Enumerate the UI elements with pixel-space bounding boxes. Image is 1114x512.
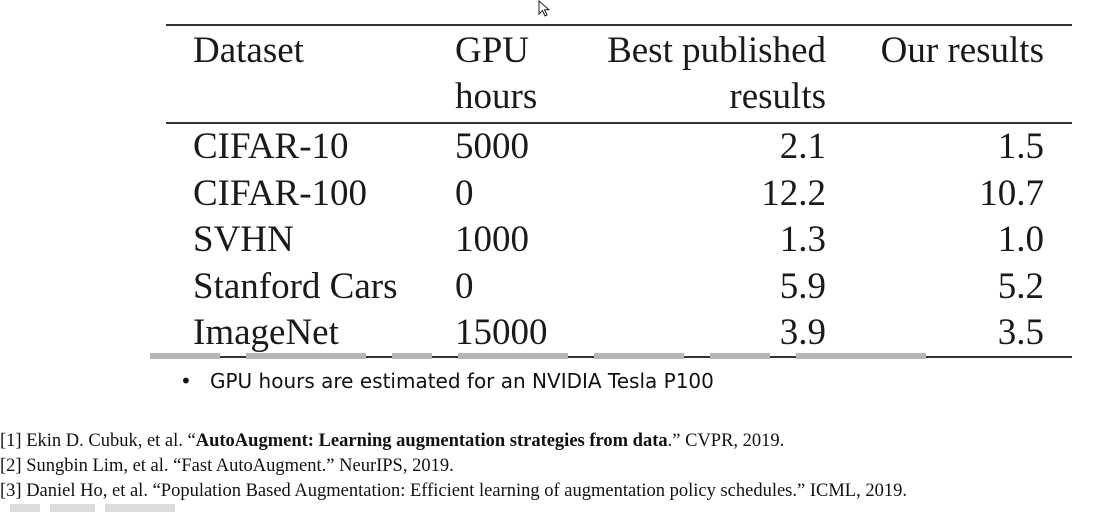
mouse-pointer-icon: [538, 0, 551, 17]
table-row: CIFAR-10 5000 2.1 1.5: [166, 124, 1072, 171]
cell-our-results: 10.7: [979, 172, 1044, 214]
footnote-note: • GPU hours are estimated for an NVIDIA T…: [180, 369, 714, 393]
cell-best-published: 5.9: [779, 265, 826, 307]
table-row: CIFAR-100 0 12.2 10.7: [166, 171, 1072, 218]
reference-item: [3] Daniel Ho, et al. “Population Based …: [0, 481, 907, 501]
header-best-line1: Best published: [607, 30, 826, 71]
cell-gpu-hours: 0: [455, 265, 474, 307]
hidden-text-fragment: [10, 500, 200, 512]
cell-our-results: 1.0: [997, 219, 1044, 260]
results-table: Dataset GPU hours Best published results…: [166, 24, 1072, 358]
cell-dataset: CIFAR-10: [193, 126, 349, 167]
note-text: GPU hours are estimated for an NVIDIA Te…: [210, 369, 714, 393]
reference-item: [2] Sungbin Lim, et al. “Fast AutoAugmen…: [0, 456, 454, 476]
references-list: [1] Ekin D. Cubuk, et al. “AutoAugment: …: [0, 429, 907, 504]
cell-dataset: CIFAR-100: [193, 172, 368, 214]
cell-dataset: SVHN: [193, 219, 294, 260]
cell-gpu-hours: 0: [455, 172, 474, 214]
cell-our-results: 3.5: [997, 312, 1044, 353]
header-best-line2: results: [729, 76, 826, 117]
cell-best-published: 12.2: [761, 172, 826, 214]
table-row: SVHN 1000 1.3 1.0: [166, 217, 1072, 264]
header-gpu-line2: hours: [455, 76, 538, 117]
cell-our-results: 5.2: [997, 265, 1044, 307]
header-ours: Our results: [880, 30, 1044, 71]
cell-our-results: 1.5: [997, 126, 1044, 167]
cell-dataset: ImageNet: [193, 312, 339, 353]
table-header: Dataset GPU hours Best published results…: [166, 26, 1072, 124]
header-gpu-line1: GPU: [455, 30, 530, 71]
cell-dataset: Stanford Cars: [193, 265, 398, 307]
cell-gpu-hours: 5000: [455, 126, 529, 167]
cell-gpu-hours: 15000: [455, 312, 548, 353]
hidden-text-fragment: [150, 353, 1050, 359]
bullet-icon: •: [180, 369, 192, 393]
cell-best-published: 3.9: [779, 312, 826, 353]
table-body: CIFAR-10 5000 2.1 1.5 CIFAR-100 0 12.2 1…: [166, 124, 1072, 356]
cell-best-published: 2.1: [779, 126, 826, 167]
table-row: Stanford Cars 0 5.9 5.2: [166, 264, 1072, 311]
reference-item: [1] Ekin D. Cubuk, et al. “AutoAugment: …: [0, 431, 785, 451]
cell-gpu-hours: 1000: [455, 219, 529, 260]
table-row: ImageNet 15000 3.9 3.5: [166, 310, 1072, 357]
cell-best-published: 1.3: [779, 219, 826, 260]
header-dataset: Dataset: [193, 30, 304, 71]
